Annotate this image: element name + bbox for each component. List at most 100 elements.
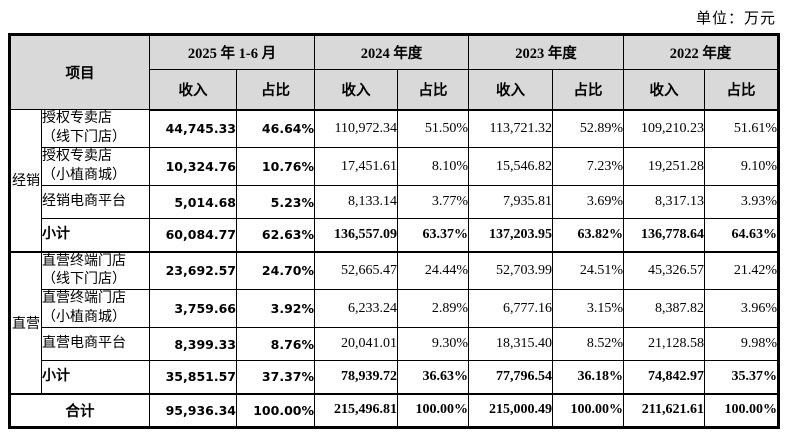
income-2025-cell: 5,014.68 bbox=[149, 185, 237, 219]
table-row: 直营 直营终端门店 （线下门店） 23,692.57 24.70% 52,665… bbox=[9, 250, 779, 394]
row-label: 直营电商平台 bbox=[41, 327, 150, 361]
table-row: 经销电商平台 5,014.68 5.23% 8,133.14 3.77% 7,9… bbox=[10, 185, 779, 219]
ratio-2022-cell: 64.63% bbox=[704, 218, 779, 252]
header-item: 项目 bbox=[9, 34, 150, 110]
income-2022-cell: 136,778.64 bbox=[623, 218, 705, 252]
header-period-2023: 2023 年度 bbox=[468, 34, 624, 70]
income-2022-cell: 45,326.57 bbox=[623, 250, 705, 290]
ratio-2025-cell: 10.76% bbox=[236, 147, 315, 186]
income-2022-cell: 19,251.28 bbox=[623, 147, 705, 186]
income-2022-cell: 21,128.58 bbox=[623, 327, 705, 361]
ratio-2022-cell: 21.42% bbox=[704, 250, 779, 290]
income-2025-cell: 8,399.33 bbox=[149, 327, 237, 361]
ratio-2023-cell: 3.69% bbox=[552, 185, 624, 219]
ratio-2025-cell: 100.00% bbox=[236, 392, 315, 428]
income-2024-cell: 52,665.47 bbox=[314, 250, 398, 290]
income-2025-cell: 95,936.34 bbox=[149, 392, 237, 428]
income-2023-cell: 137,203.95 bbox=[468, 218, 553, 252]
revenue-by-channel-table: 项目 2025 年 1-6 月 2024 年度 2023 年度 2022 年度 … bbox=[8, 33, 780, 429]
ratio-2023-cell: 24.51% bbox=[552, 250, 624, 290]
ratio-2024-cell: 3.77% bbox=[397, 185, 469, 219]
ratio-2025-cell: 37.37% bbox=[236, 360, 315, 394]
income-2025-cell: 3,759.66 bbox=[149, 289, 237, 328]
ratio-2022-cell: 35.37% bbox=[704, 360, 779, 394]
ratio-2023-cell: 36.18% bbox=[552, 360, 624, 394]
income-2022-cell: 8,387.82 bbox=[623, 289, 705, 328]
subtotal-label: 小计 bbox=[41, 360, 150, 394]
income-2024-cell: 17,451.61 bbox=[314, 147, 398, 186]
ratio-2024-cell: 8.10% bbox=[397, 147, 469, 186]
income-2022-cell: 74,842.97 bbox=[623, 360, 705, 394]
header-period-2022: 2022 年度 bbox=[623, 34, 779, 70]
group-label-direct: 直营 bbox=[9, 250, 42, 394]
subtotal-row: 小计 60,084.77 62.63% 136,557.09 63.37% 13… bbox=[10, 218, 779, 252]
ratio-2023-cell: 7.23% bbox=[552, 147, 624, 186]
total-label: 合计 bbox=[9, 392, 150, 428]
income-2024-cell: 6,233.24 bbox=[314, 289, 398, 328]
income-2024-cell: 78,939.72 bbox=[314, 360, 398, 394]
income-2023-cell: 6,777.16 bbox=[468, 289, 553, 328]
unit-label: 单位：万元 bbox=[695, 11, 776, 27]
row-label: 授权专卖店 （小植商城） bbox=[41, 147, 150, 186]
ratio-2024-cell: 24.44% bbox=[397, 250, 469, 290]
income-2024-cell: 110,972.34 bbox=[314, 109, 398, 148]
ratio-2022-cell: 9.98% bbox=[704, 327, 779, 361]
ratio-2022-cell: 9.10% bbox=[704, 147, 779, 186]
income-2024-cell: 136,557.09 bbox=[314, 218, 398, 252]
income-2023-cell: 7,935.81 bbox=[468, 185, 553, 219]
income-2023-cell: 113,721.32 bbox=[468, 109, 553, 148]
header-ratio-2023: 占比 bbox=[552, 69, 624, 111]
header-period-2025: 2025 年 1-6 月 bbox=[149, 34, 315, 70]
header-ratio-2025: 占比 bbox=[236, 69, 315, 111]
ratio-2024-cell: 51.50% bbox=[397, 109, 469, 148]
header-income-2024: 收入 bbox=[314, 69, 398, 111]
ratio-2023-cell: 8.52% bbox=[552, 327, 624, 361]
ratio-2025-cell: 24.70% bbox=[236, 250, 315, 290]
income-2022-cell: 211,621.61 bbox=[623, 392, 705, 428]
income-2024-cell: 215,496.81 bbox=[314, 392, 398, 428]
table-row: 直营终端门店 （小植商城） 3,759.66 3.92% 6,233.24 2.… bbox=[10, 289, 779, 328]
ratio-2023-cell: 63.82% bbox=[552, 218, 624, 252]
income-2025-cell: 35,851.57 bbox=[149, 360, 237, 394]
income-2023-cell: 77,796.54 bbox=[468, 360, 553, 394]
ratio-2025-cell: 5.23% bbox=[236, 185, 315, 219]
income-2025-cell: 44,745.33 bbox=[149, 109, 237, 148]
ratio-2022-cell: 3.96% bbox=[704, 289, 779, 328]
header-ratio-2024: 占比 bbox=[397, 69, 469, 111]
ratio-2023-cell: 3.15% bbox=[552, 289, 624, 328]
ratio-2023-cell: 100.00% bbox=[552, 392, 624, 428]
income-2024-cell: 8,133.14 bbox=[314, 185, 398, 219]
header-period-2024: 2024 年度 bbox=[314, 34, 469, 70]
header-income-2022: 收入 bbox=[623, 69, 705, 111]
subtotal-label: 小计 bbox=[41, 218, 150, 252]
header-income-2023: 收入 bbox=[468, 69, 553, 111]
ratio-2025-cell: 46.64% bbox=[236, 109, 315, 148]
ratio-2024-cell: 100.00% bbox=[397, 392, 469, 428]
income-2023-cell: 52,703.99 bbox=[468, 250, 553, 290]
ratio-2025-cell: 62.63% bbox=[236, 218, 315, 252]
income-2024-cell: 20,041.01 bbox=[314, 327, 398, 361]
ratio-2024-cell: 36.63% bbox=[397, 360, 469, 394]
ratio-2025-cell: 3.92% bbox=[236, 289, 315, 328]
group-label-distribution: 经销 bbox=[9, 109, 42, 252]
header-income-2025: 收入 bbox=[149, 69, 237, 111]
row-label: 经销电商平台 bbox=[41, 185, 150, 219]
total-row: 合计 95,936.34 100.00% 215,496.81 100.00% … bbox=[9, 392, 779, 428]
row-label: 直营终端门店 （线下门店） bbox=[41, 250, 150, 290]
income-2023-cell: 15,546.82 bbox=[468, 147, 553, 186]
ratio-2022-cell: 100.00% bbox=[704, 392, 779, 428]
row-label: 授权专卖店 （线下门店） bbox=[41, 109, 150, 148]
ratio-2024-cell: 63.37% bbox=[397, 218, 469, 252]
income-2025-cell: 60,084.77 bbox=[149, 218, 237, 252]
ratio-2023-cell: 52.89% bbox=[552, 109, 624, 148]
subtotal-row: 小计 35,851.57 37.37% 78,939.72 36.63% 77,… bbox=[10, 360, 779, 394]
header-ratio-2022: 占比 bbox=[704, 69, 779, 111]
table-row: 经销 授权专卖店 （线下门店） 44,745.33 46.64% 110,972… bbox=[9, 109, 779, 252]
table-row: 授权专卖店 （小植商城） 10,324.76 10.76% 17,451.61 … bbox=[10, 147, 779, 186]
ratio-2025-cell: 8.76% bbox=[236, 327, 315, 361]
income-2023-cell: 18,315.40 bbox=[468, 327, 553, 361]
ratio-2022-cell: 3.93% bbox=[704, 185, 779, 219]
income-2025-cell: 10,324.76 bbox=[149, 147, 237, 186]
ratio-2024-cell: 9.30% bbox=[397, 327, 469, 361]
income-2023-cell: 215,000.49 bbox=[468, 392, 553, 428]
